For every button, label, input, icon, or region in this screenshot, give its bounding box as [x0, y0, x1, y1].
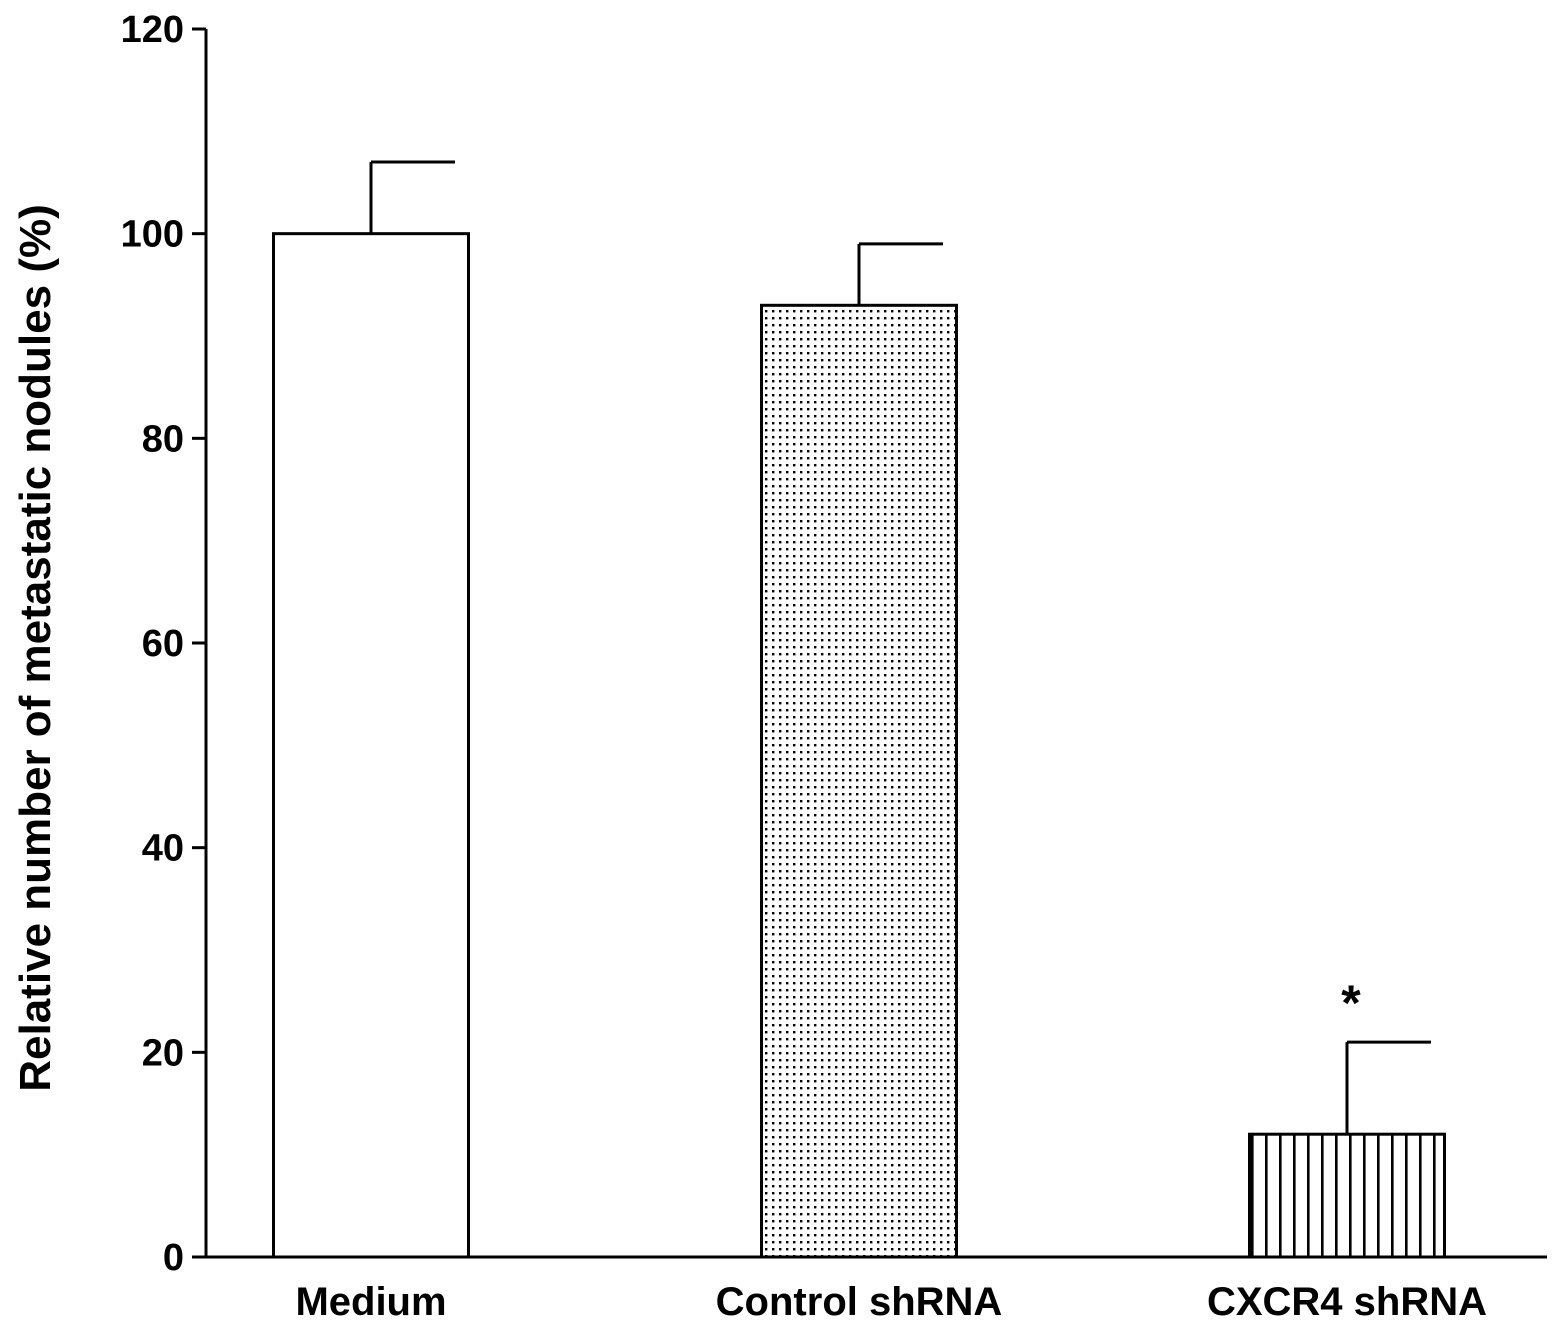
y-axis-title: Relative number of metastatic nodules (%…	[11, 204, 60, 1092]
error-bars	[369, 160, 1431, 1135]
y-axis: 0 20 40 60 80 100 120	[121, 9, 208, 1279]
x-axis: Medium Control shRNA CXCR4 shRNA	[206, 1255, 1547, 1324]
bar	[1248, 1132, 1446, 1259]
y-tick-label: 40	[142, 828, 184, 870]
annotations: *	[1341, 975, 1361, 1031]
bar	[272, 232, 470, 1259]
y-tick-label: 80	[142, 418, 184, 460]
y-tick-label: 120	[121, 9, 184, 51]
x-tick-label: Control shRNA	[716, 1280, 1003, 1324]
significance-marker: *	[1341, 975, 1361, 1031]
y-tick-label: 20	[142, 1032, 184, 1074]
y-tick-label: 0	[163, 1237, 184, 1279]
bar	[760, 303, 958, 1259]
x-tick-label: CXCR4 shRNA	[1207, 1280, 1487, 1324]
x-tick-label: Medium	[295, 1280, 446, 1324]
y-tick-label: 60	[142, 623, 184, 665]
y-tick-label: 100	[121, 214, 184, 256]
bars	[272, 232, 1446, 1259]
